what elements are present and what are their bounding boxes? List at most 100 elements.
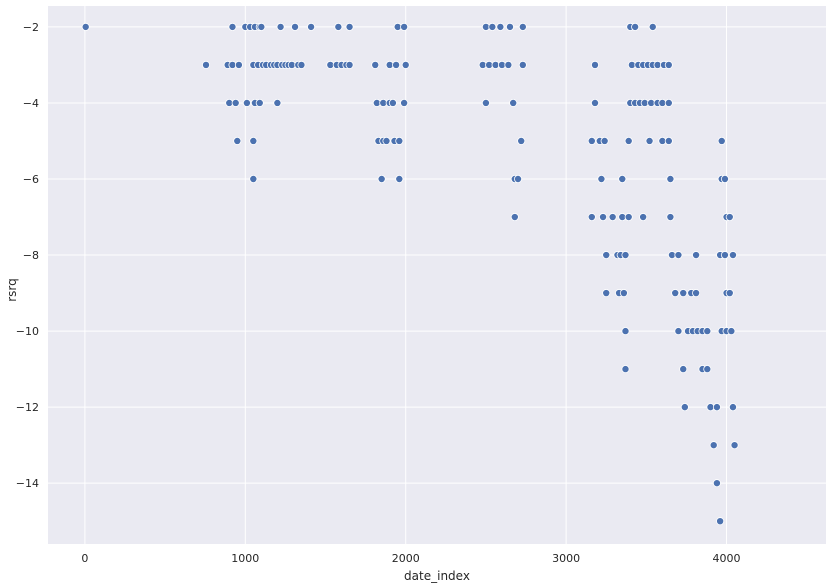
data-point xyxy=(602,289,611,298)
data-point xyxy=(481,98,490,107)
data-point xyxy=(517,136,526,145)
data-point xyxy=(377,174,386,183)
data-point xyxy=(679,365,688,374)
y-tick-label: −4 xyxy=(23,97,39,110)
data-point xyxy=(674,251,683,260)
data-point xyxy=(504,60,513,69)
data-point xyxy=(608,213,617,222)
x-tick-label: 0 xyxy=(81,552,88,565)
data-point xyxy=(680,403,689,412)
data-point xyxy=(371,60,380,69)
data-point xyxy=(720,174,729,183)
data-point xyxy=(716,517,725,526)
data-point xyxy=(242,98,251,107)
data-point xyxy=(720,251,729,260)
data-point xyxy=(591,98,600,107)
data-point xyxy=(618,174,627,183)
data-point xyxy=(728,251,737,260)
data-point xyxy=(730,441,739,450)
y-tick-label: −2 xyxy=(23,21,39,34)
data-point xyxy=(233,136,242,145)
data-point xyxy=(725,213,734,222)
data-point xyxy=(645,136,654,145)
y-tick-labels: −2 −4 −6 −8 −10 −12 −14 xyxy=(16,21,39,490)
data-point xyxy=(395,174,404,183)
data-point xyxy=(597,174,606,183)
data-point xyxy=(488,22,497,31)
data-point xyxy=(400,98,409,107)
data-point xyxy=(496,22,505,31)
data-point xyxy=(587,136,596,145)
data-point xyxy=(725,289,734,298)
data-point xyxy=(639,213,648,222)
data-point xyxy=(712,479,721,488)
data-point xyxy=(679,289,688,298)
data-point xyxy=(255,98,264,107)
data-point xyxy=(591,60,600,69)
data-point xyxy=(388,98,397,107)
data-point xyxy=(709,441,718,450)
data-point xyxy=(202,60,211,69)
data-point xyxy=(717,136,726,145)
y-tick-label: −12 xyxy=(16,401,39,414)
data-point xyxy=(621,251,630,260)
data-point xyxy=(674,327,683,336)
data-point xyxy=(291,22,300,31)
data-point xyxy=(664,98,673,107)
data-point xyxy=(257,22,266,31)
data-point xyxy=(273,98,282,107)
y-tick-label: −14 xyxy=(16,477,39,490)
data-point xyxy=(692,251,701,260)
data-point xyxy=(727,327,736,336)
data-point xyxy=(518,60,527,69)
data-point xyxy=(602,251,611,260)
data-points xyxy=(81,22,739,526)
x-tick-label: 4000 xyxy=(713,552,741,565)
data-point xyxy=(276,22,285,31)
data-point xyxy=(81,22,90,31)
data-point xyxy=(392,60,401,69)
data-point xyxy=(587,213,596,222)
x-tick-label: 2000 xyxy=(392,552,420,565)
data-point xyxy=(712,403,721,412)
data-point xyxy=(509,98,518,107)
data-point xyxy=(624,136,633,145)
data-point xyxy=(297,60,306,69)
data-point xyxy=(666,174,675,183)
data-point xyxy=(401,60,410,69)
data-point xyxy=(249,174,258,183)
data-point xyxy=(514,174,523,183)
data-point xyxy=(307,22,316,31)
x-tick-labels: 0 1000 2000 3000 4000 xyxy=(81,552,740,565)
data-point xyxy=(703,327,712,336)
data-point xyxy=(600,136,609,145)
y-tick-label: −10 xyxy=(16,325,39,338)
x-tick-label: 3000 xyxy=(552,552,580,565)
data-point xyxy=(619,289,628,298)
data-point xyxy=(345,60,354,69)
data-point xyxy=(692,289,701,298)
data-point xyxy=(228,22,237,31)
data-point xyxy=(631,22,640,31)
data-point xyxy=(671,289,680,298)
data-point xyxy=(664,136,673,145)
data-point xyxy=(621,365,630,374)
data-point xyxy=(621,327,630,336)
data-point xyxy=(666,213,675,222)
x-tick-label: 1000 xyxy=(231,552,259,565)
data-point xyxy=(518,22,527,31)
x-axis-label: date_index xyxy=(404,569,470,583)
data-point xyxy=(505,22,514,31)
y-tick-label: −6 xyxy=(23,173,39,186)
data-point xyxy=(231,98,240,107)
data-point xyxy=(382,136,391,145)
data-point xyxy=(648,22,657,31)
data-point xyxy=(249,136,258,145)
data-point xyxy=(728,403,737,412)
data-point xyxy=(395,136,404,145)
data-point xyxy=(345,22,354,31)
plot-area xyxy=(48,6,826,544)
data-point xyxy=(400,22,409,31)
data-point xyxy=(234,60,243,69)
data-point xyxy=(510,213,519,222)
